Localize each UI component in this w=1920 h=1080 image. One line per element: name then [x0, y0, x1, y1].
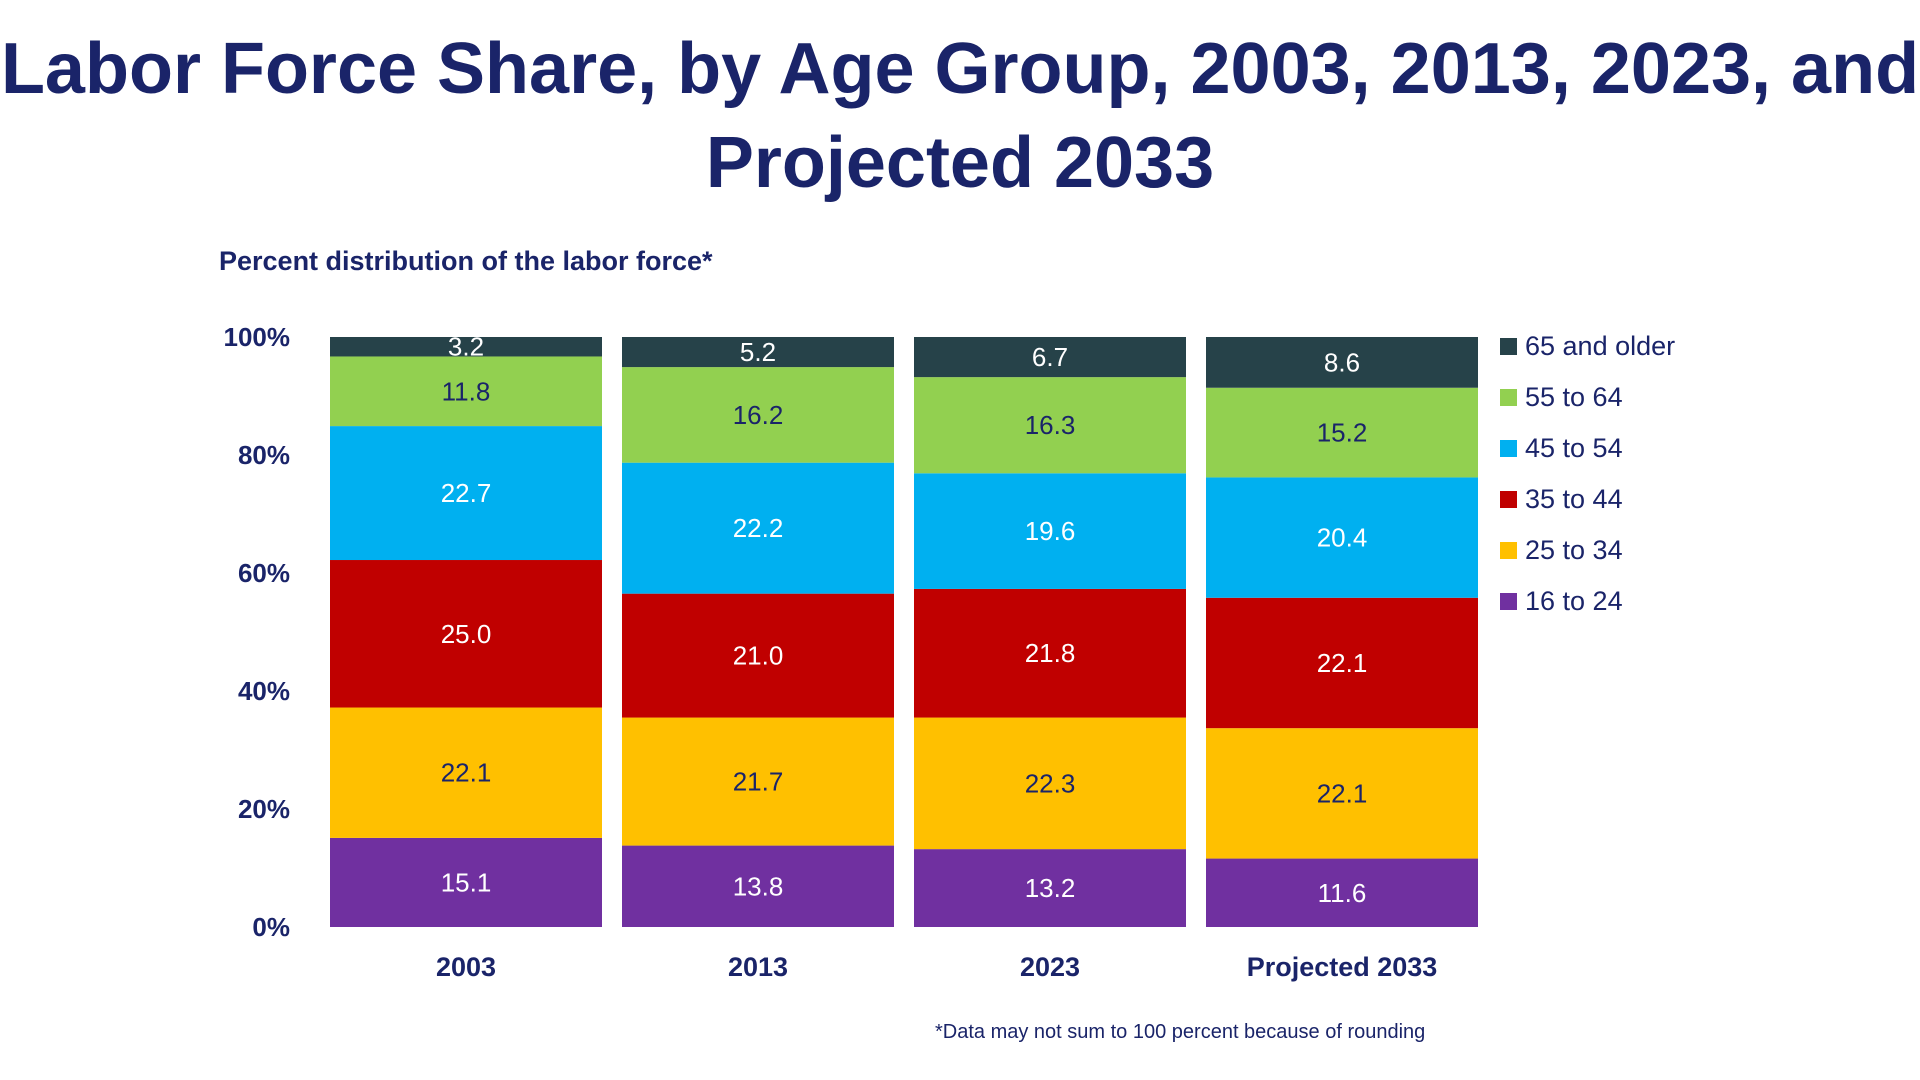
data-label: 16.2 [733, 400, 784, 430]
chart-title-text: Labor Force Share, by Age Group, 2003, 2… [0, 29, 1920, 203]
x-tick-label: 2003 [436, 952, 496, 982]
chart-title: Labor Force Share, by Age Group, 2003, 2… [0, 22, 1920, 210]
data-label: 16.3 [1025, 410, 1076, 440]
legend-swatch [1500, 491, 1517, 508]
data-label: 21.8 [1025, 638, 1076, 668]
data-label: 21.7 [733, 767, 784, 797]
legend-swatch [1500, 593, 1517, 610]
data-label: 22.1 [441, 758, 492, 788]
data-label: 20.4 [1317, 523, 1368, 553]
legend-swatch [1500, 440, 1517, 457]
bar-segment [622, 845, 894, 927]
bar-segment [622, 462, 894, 594]
bar-segment [622, 717, 894, 846]
bar-segment [1206, 387, 1478, 478]
x-axis: 2003 2013 2023 Projected 2033 [436, 952, 1437, 982]
bar-segment [914, 337, 1186, 378]
legend-label: 16 to 24 [1525, 586, 1623, 616]
y-tick-label: 100% [224, 322, 291, 352]
bar-segment [914, 717, 1186, 850]
data-label: 15.2 [1317, 418, 1368, 448]
bars-group: 15.1 22.1 25.0 22.7 11.8 3.2 13.8 21.7 21.0 22.2 1… [330, 332, 1478, 927]
bar-segment [622, 593, 894, 718]
bar-segment [330, 426, 602, 561]
legend-swatch [1500, 542, 1517, 559]
data-label: 22.2 [733, 513, 784, 543]
footnote: *Data may not sum to 100 percent because… [935, 1021, 1426, 1043]
data-label: 5.2 [740, 337, 776, 367]
data-label: 22.3 [1025, 768, 1076, 798]
legend-swatch [1500, 338, 1517, 355]
data-label: 21.0 [733, 641, 784, 671]
bar-segment [1206, 337, 1478, 388]
bar-segment [914, 588, 1186, 718]
bar-segment [914, 377, 1186, 474]
data-label: 3.2 [448, 332, 484, 362]
bar-segment [1206, 728, 1478, 859]
bar-segment [1206, 477, 1478, 598]
y-tick-label: 80% [238, 440, 290, 470]
x-tick-label: 2013 [728, 952, 788, 982]
data-label: 15.1 [441, 867, 492, 897]
data-label: 6.7 [1032, 342, 1068, 372]
y-tick-label: 20% [238, 794, 290, 824]
bar-segment [330, 337, 602, 357]
data-label: 19.6 [1025, 516, 1076, 546]
x-tick-label: 2023 [1020, 952, 1080, 982]
bar-segment [622, 337, 894, 368]
legend-label: 25 to 34 [1525, 535, 1623, 565]
x-tick-label: Projected 2033 [1247, 952, 1438, 982]
data-label: 11.6 [1318, 878, 1367, 908]
legend: 65 and older 55 to 64 45 to 54 35 to 44 25 t… [1500, 331, 1675, 616]
legend-label: 35 to 44 [1525, 484, 1623, 514]
y-tick-label: 0% [252, 912, 290, 942]
bar-segment [1206, 597, 1478, 729]
legend-label: 55 to 64 [1525, 382, 1623, 412]
bar-segment [1206, 858, 1478, 927]
bar-segment [330, 707, 602, 838]
bar-segment [914, 473, 1186, 589]
legend-label: 65 and older [1525, 331, 1675, 361]
bar-segment [622, 367, 894, 463]
data-label: 25.0 [441, 619, 492, 649]
data-label: 13.8 [733, 871, 784, 901]
data-label: 13.2 [1025, 873, 1076, 903]
bar-segment [914, 849, 1186, 927]
bar-segment [330, 356, 602, 427]
bar-segment [330, 837, 602, 927]
chart-subtitle: Percent distribution of the labor force* [219, 246, 713, 276]
y-tick-label: 60% [238, 558, 290, 588]
legend-label: 45 to 54 [1525, 433, 1623, 463]
y-axis: 0% 20% 40% 60% 80% 100% [224, 322, 291, 942]
data-label: 22.7 [441, 478, 492, 508]
y-tick-label: 40% [238, 676, 290, 706]
data-label: 22.1 [1317, 648, 1368, 678]
bar-segment [330, 560, 602, 708]
data-label: 8.6 [1324, 347, 1360, 377]
data-label: 11.8 [442, 376, 491, 406]
legend-swatch [1500, 389, 1517, 406]
data-label: 22.1 [1317, 778, 1368, 808]
